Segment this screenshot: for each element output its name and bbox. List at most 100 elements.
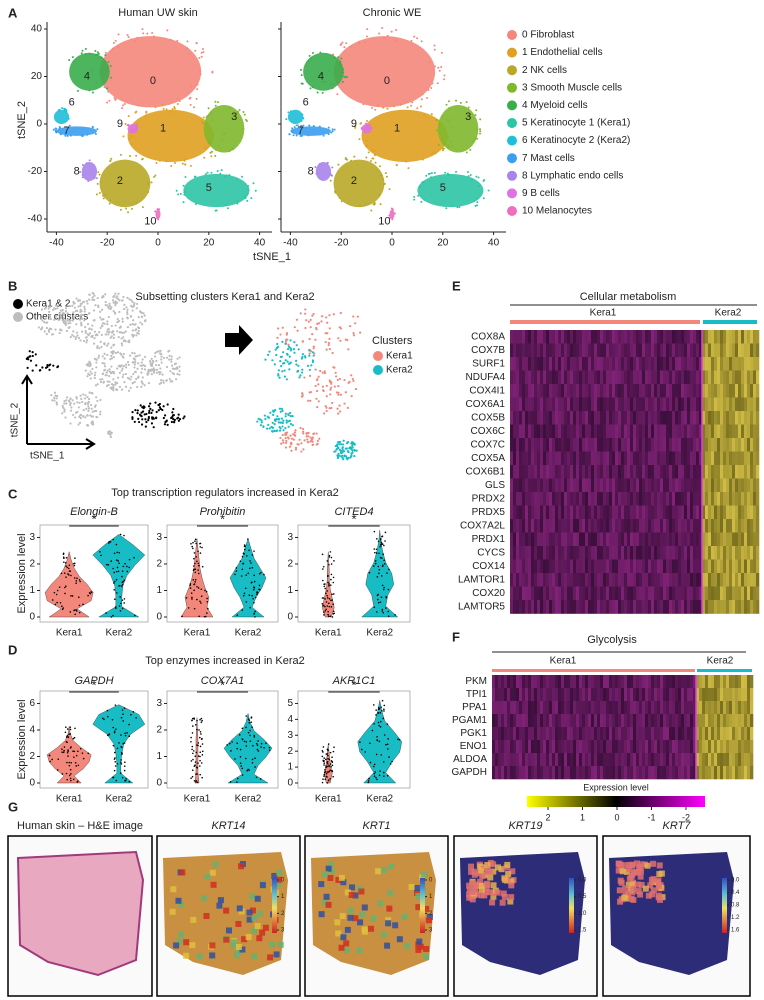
heatmap-cell [624, 357, 627, 371]
heatmap-cell [660, 438, 663, 452]
cell-dot [64, 746, 66, 748]
cell-dot [384, 734, 386, 736]
heatmap-cell [573, 506, 576, 520]
cell-dot [332, 603, 334, 605]
heatmap-cell [714, 479, 717, 493]
heatmap-cell [600, 600, 603, 614]
heatmap-cell [558, 330, 561, 344]
heatmap-cell [636, 479, 639, 493]
cell-dot [198, 742, 200, 744]
heatmap-cell [741, 546, 744, 560]
heatmap-cell [747, 519, 750, 533]
heatmap-cell [582, 701, 585, 714]
cell-dot [352, 332, 354, 334]
heatmap-cell [597, 371, 600, 385]
heatmap-cell [570, 371, 573, 385]
heatmap-cell [573, 587, 576, 601]
heatmap-cell [750, 492, 753, 506]
cell-dot [144, 384, 146, 386]
cell-dot [271, 359, 273, 361]
cell-dot [328, 771, 330, 773]
heatmap-cell [591, 573, 594, 587]
heatmap-cell [666, 519, 669, 533]
cell-dot [139, 321, 141, 323]
cell-dot [253, 550, 255, 552]
cell-dot [327, 761, 329, 763]
y-tick-label: 1 [156, 751, 162, 762]
cell-dot [243, 196, 245, 198]
heatmap-cell [543, 452, 546, 466]
heatmap-cell [726, 587, 729, 601]
cell-dot [374, 150, 376, 152]
heatmap-cell [630, 398, 633, 412]
cell-dot [81, 52, 83, 54]
cell-dot [183, 415, 185, 417]
cell-dot [313, 354, 315, 356]
cell-dot [316, 378, 318, 380]
heatmap-cell [630, 506, 633, 520]
heatmap-cell [729, 425, 732, 439]
heatmap-cell [666, 398, 669, 412]
cell-dot [383, 708, 385, 710]
cell-dot [302, 430, 304, 432]
heatmap-cell [576, 425, 579, 439]
heatmap-cell [663, 452, 666, 466]
cell-dot [263, 574, 265, 576]
heatmap-cell [717, 714, 720, 727]
heatmap-cell [735, 573, 738, 587]
heatmap-cell [654, 357, 657, 371]
heatmap-cell [750, 479, 753, 493]
cell-dot [248, 722, 250, 724]
cell-dot [81, 318, 83, 320]
cell-dot [192, 542, 194, 544]
heatmap-cell [516, 425, 519, 439]
cell-dot [316, 390, 318, 392]
heatmap-cell [636, 727, 639, 740]
cell-dot [328, 615, 330, 617]
heatmap-cell [600, 740, 603, 753]
heatmap-cell [714, 371, 717, 385]
heatmap-cell [660, 688, 663, 701]
heatmap-cell [615, 506, 618, 520]
heatmap-cell [531, 675, 534, 688]
cell-dot [171, 411, 173, 413]
heatmap-cell [543, 600, 546, 614]
heatmap-cell [747, 411, 750, 425]
cell-dot [194, 608, 196, 610]
heatmap-cell [570, 701, 573, 714]
cell-dot [392, 208, 394, 210]
cell-dot [325, 332, 327, 334]
heatmap-cell [513, 344, 516, 358]
heatmap-cell [687, 533, 690, 547]
cell-dot [69, 775, 71, 777]
heatmap-cell [582, 546, 585, 560]
heatmap-cell [666, 727, 669, 740]
heatmap-cell [552, 533, 555, 547]
cell-dot [322, 386, 324, 388]
heatmap-cell [684, 714, 687, 727]
cell-dot [138, 330, 140, 332]
heatmap-cell [720, 398, 723, 412]
heatmap-cell [543, 465, 546, 479]
cell-dot [57, 769, 59, 771]
cell-dot [378, 602, 380, 604]
heatmap-cell [705, 533, 708, 547]
cell-dot [121, 585, 123, 587]
heatmap-cell [732, 533, 735, 547]
heatmap-cell [594, 546, 597, 560]
cell-dot [467, 171, 469, 173]
heatmap-cell [603, 452, 606, 466]
cell-dot [89, 53, 91, 55]
y-axis-label: tSNE_2 [10, 402, 21, 437]
heatmap-cell [558, 533, 561, 547]
heatmap-cell [603, 371, 606, 385]
cell-dot [117, 351, 119, 353]
heatmap-cell [588, 344, 591, 358]
cell-dot [85, 332, 87, 334]
heatmap-cell [498, 727, 501, 740]
heatmap-cell [519, 688, 522, 701]
heatmap-cell [609, 479, 612, 493]
heatmap-cell [591, 714, 594, 727]
cell-dot [51, 333, 53, 335]
heatmap-cell [741, 506, 744, 520]
